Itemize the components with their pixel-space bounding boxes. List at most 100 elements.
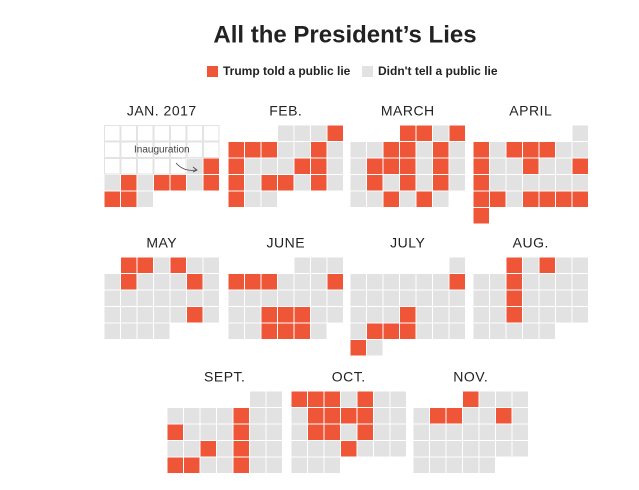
day-cell [170, 175, 186, 191]
day-cell [324, 391, 340, 407]
day-cell [311, 290, 327, 306]
day-cell [153, 125, 170, 142]
day-cell [121, 175, 137, 191]
day-cell [433, 175, 449, 191]
month-label: AUG. [513, 235, 549, 251]
day-cell [490, 323, 506, 339]
day-cell [523, 191, 539, 207]
day-cell [449, 175, 465, 191]
day-cell [153, 158, 170, 175]
day-cell [506, 274, 522, 290]
day-cell [430, 408, 446, 424]
day-cell [154, 290, 170, 306]
day-cell [506, 191, 522, 207]
day-cell [278, 307, 294, 323]
day-cell [250, 408, 266, 424]
day-cell [383, 142, 399, 158]
day-cell [308, 391, 324, 407]
day-cell [228, 274, 244, 290]
day-cell [203, 125, 220, 142]
day-cell [523, 323, 539, 339]
day-cell [327, 158, 343, 174]
day-cell [400, 307, 416, 323]
day-cell [294, 175, 310, 191]
day-cell [217, 408, 233, 424]
day-cell [430, 424, 446, 440]
day-cell [311, 158, 327, 174]
day-cell [250, 457, 266, 473]
day-cell [490, 274, 506, 290]
day-cell [367, 290, 383, 306]
day-cell [311, 175, 327, 191]
day-cell [512, 408, 528, 424]
day-cell [187, 307, 203, 323]
day-cell [496, 424, 512, 440]
day-cell [433, 158, 449, 174]
day-cell [383, 191, 399, 207]
day-cell [416, 274, 432, 290]
day-cell [400, 323, 416, 339]
day-cell [413, 441, 429, 457]
day-cell [433, 274, 449, 290]
legend-swatch [207, 66, 218, 77]
day-cell [374, 424, 390, 440]
day-cell [311, 257, 327, 273]
day-cell [449, 307, 465, 323]
day-cell [367, 142, 383, 158]
day-cell [446, 441, 462, 457]
day-cell [556, 290, 572, 306]
day-cell [250, 424, 266, 440]
day-cell [416, 142, 432, 158]
day-cell [186, 141, 203, 158]
day-cell [121, 290, 137, 306]
day-cell [449, 274, 465, 290]
day-cell [324, 457, 340, 473]
month-label: FEB. [269, 103, 302, 119]
day-cell [327, 257, 343, 273]
day-cell [187, 175, 203, 191]
day-cell [327, 307, 343, 323]
day-cell [137, 323, 153, 339]
day-cell [523, 257, 539, 273]
day-cell [104, 125, 121, 142]
day-cell [261, 274, 277, 290]
day-cell [308, 441, 324, 457]
day-cell [245, 175, 261, 191]
day-cell [367, 175, 383, 191]
day-cell [233, 457, 249, 473]
day-cell [490, 158, 506, 174]
day-cell [104, 191, 120, 207]
day-cell [228, 175, 244, 191]
day-cell [490, 307, 506, 323]
month-label: NOV. [453, 369, 488, 385]
day-cell [250, 391, 266, 407]
day-cell [261, 323, 277, 339]
day-cell [154, 274, 170, 290]
day-cell [170, 141, 187, 158]
day-cell [291, 457, 307, 473]
month-label: JUNE [266, 235, 305, 251]
day-cell [324, 441, 340, 457]
day-cell [473, 191, 489, 207]
day-cell [200, 408, 216, 424]
day-cell [294, 274, 310, 290]
day-cell [137, 125, 154, 142]
day-cell [430, 441, 446, 457]
day-cell [203, 158, 219, 174]
day-cell [400, 175, 416, 191]
day-cell [374, 408, 390, 424]
day-cell [523, 290, 539, 306]
day-cell [539, 191, 555, 207]
day-cell [416, 158, 432, 174]
day-cell [539, 142, 555, 158]
day-cell [572, 142, 588, 158]
day-cell [433, 290, 449, 306]
day-cell [137, 257, 153, 273]
day-cell [104, 323, 120, 339]
day-cell [506, 323, 522, 339]
day-cell [187, 257, 203, 273]
day-cell [490, 191, 506, 207]
day-cell [137, 175, 153, 191]
day-cell [512, 441, 528, 457]
day-cell [327, 125, 343, 141]
